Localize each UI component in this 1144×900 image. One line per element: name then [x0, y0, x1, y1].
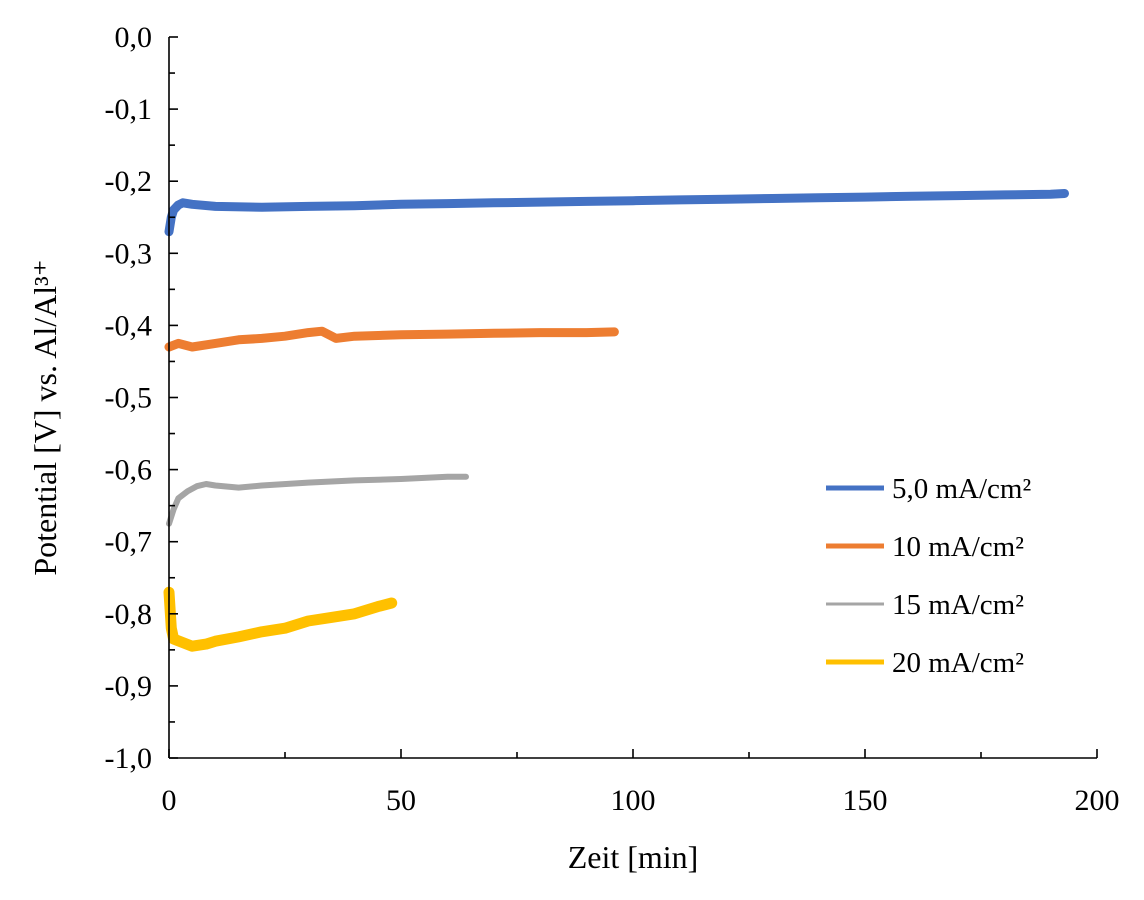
- series-line-1: [164, 189, 1069, 237]
- y-tick-label: -0,8: [105, 598, 153, 631]
- y-tick-label: -0,2: [105, 165, 153, 198]
- legend-label: 20 mA/cm²: [892, 647, 1024, 679]
- y-tick-label: -0,7: [105, 526, 153, 559]
- x-tick-label: 50: [386, 784, 416, 817]
- legend-label: 10 mA/cm²: [892, 531, 1024, 563]
- y-tick-label: -0,5: [105, 382, 153, 415]
- y-tick-label: -0,6: [105, 454, 153, 487]
- y-tick-label: -0,1: [105, 93, 153, 126]
- x-axis-title: Zeit [min]: [568, 839, 699, 875]
- legend-label: 5,0 mA/cm²: [892, 473, 1031, 505]
- y-tick-label: 0,0: [115, 21, 153, 54]
- x-tick-label: 200: [1075, 784, 1120, 817]
- axes: 0,0 -0,1 -0,2 -0,3 -0,4 -0,5 -0,6 -0,7 -0,8 -0,9 -…: [105, 21, 1120, 817]
- x-tick-label: 150: [843, 784, 888, 817]
- y-tick-label: -0,9: [105, 670, 153, 703]
- y-axis-title: Potential [V] vs. Al/Al³⁺: [27, 259, 63, 575]
- legend: 5,0 mA/cm² 10 mA/cm² 15 mA/cm² 20 mA/cm²: [826, 473, 1031, 679]
- y-tick-label: -1,0: [105, 742, 153, 775]
- series-group: [163, 189, 1069, 652]
- series-line-4: [163, 586, 398, 652]
- y-tick-label: -0,3: [105, 237, 153, 270]
- legend-label: 15 mA/cm²: [892, 589, 1024, 621]
- series-line-3: [166, 473, 469, 527]
- x-tick-label: 0: [162, 784, 177, 817]
- x-tick-label: 100: [611, 784, 656, 817]
- y-tick-label: -0,4: [105, 309, 153, 342]
- series-line-2: [164, 326, 619, 352]
